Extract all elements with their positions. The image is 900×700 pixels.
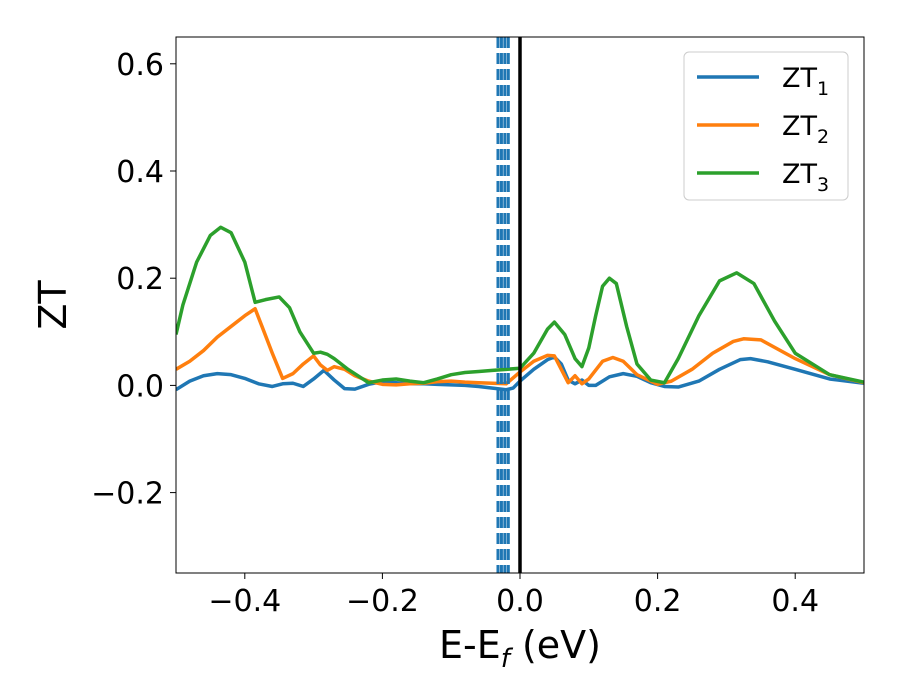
series-line-1 <box>176 355 864 392</box>
x-tick-label: −0.2 <box>346 584 419 619</box>
x-tick-label: 0.4 <box>771 584 819 619</box>
legend-label-subscript: 2 <box>817 126 829 148</box>
y-tick-label: 0.2 <box>116 262 164 297</box>
x-axis-title: E-Ef (eV) <box>439 623 601 674</box>
plot-lines <box>176 37 864 573</box>
y-tick-label: 0.4 <box>116 155 164 190</box>
legend-label-main: ZT <box>782 63 817 94</box>
y-axis-title: ZT <box>31 280 75 330</box>
x-tick-label: 0.0 <box>496 584 544 619</box>
legend-label-2: ZT2 <box>782 111 829 148</box>
series-line-3 <box>176 225 864 385</box>
y-tick-label: 0.6 <box>116 48 164 83</box>
legend-label-main: ZT <box>782 111 817 142</box>
x-tick-label: −0.4 <box>208 584 281 619</box>
legend-box <box>683 51 849 201</box>
ticks: −0.4 −0.2 0.0 0.2 0.4 −0.2 0.0 0.2 0.4 0.6 <box>91 48 819 619</box>
x-axis-title-main: E-E <box>439 623 501 667</box>
legend-label-main: ZT <box>782 159 817 190</box>
x-axis-title-unit: (eV) <box>510 623 601 667</box>
legend-label-subscript: 1 <box>817 78 829 100</box>
x-tick-label: 0.2 <box>634 584 682 619</box>
legend-label-3: ZT3 <box>782 159 829 196</box>
legend-label-subscript: 3 <box>817 174 829 196</box>
legend-label-1: ZT1 <box>782 63 829 100</box>
y-tick-label: −0.2 <box>91 477 164 512</box>
y-tick-label: 0.0 <box>116 369 164 404</box>
